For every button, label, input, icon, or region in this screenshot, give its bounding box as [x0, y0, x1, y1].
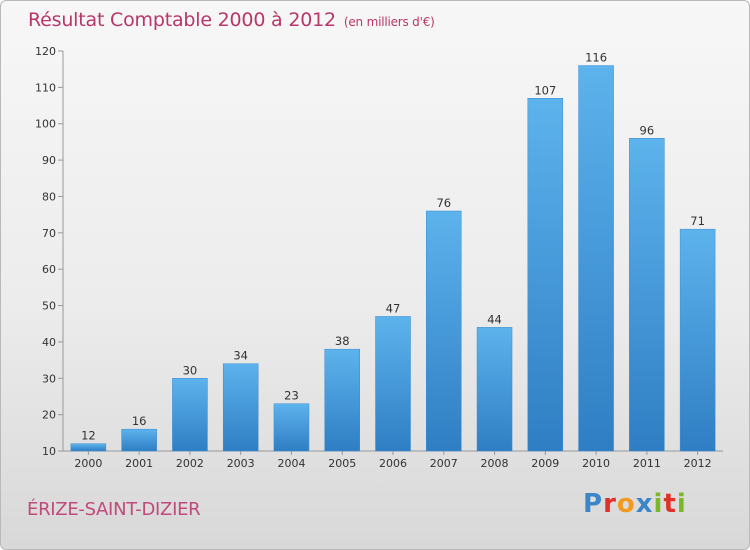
x-tick-label: 2000: [74, 457, 102, 470]
y-tick-label: 50: [42, 300, 56, 313]
y-tick-label: 40: [42, 336, 56, 349]
bar-value-label: 23: [284, 389, 299, 403]
bar: [426, 210, 462, 452]
logo-letter: P: [583, 489, 604, 519]
chart-bars: 12 16 30 34 23 38 47 76 44 107 116 96 71: [70, 51, 716, 452]
bar-value-label: 76: [436, 196, 451, 210]
x-tick-label: 2012: [684, 457, 712, 470]
bar: [476, 327, 513, 452]
logo-letter: i: [676, 489, 687, 519]
bar: [679, 228, 716, 452]
bar-value-label: 12: [81, 429, 96, 443]
x-tick-label: 2008: [481, 457, 509, 470]
chart-title: Résultat Comptable 2000 à 2012 (en millie…: [28, 9, 435, 31]
logo-letter: o: [616, 489, 636, 519]
bar: [578, 65, 614, 452]
bar-value-label: 107: [534, 83, 556, 97]
x-tick-label: 2011: [633, 457, 661, 470]
bar: [273, 403, 310, 452]
logo-letter: t: [663, 489, 677, 519]
x-tick-label: 2002: [176, 457, 204, 470]
x-tick-label: 2007: [430, 457, 458, 470]
bar-value-label: 96: [640, 123, 655, 137]
logo-letter: r: [603, 489, 617, 519]
bar-value-label: 16: [132, 414, 147, 428]
x-tick-label: 2009: [531, 457, 559, 470]
x-tick-label: 2003: [227, 457, 255, 470]
bar: [121, 428, 157, 452]
proxiti-logo[interactable]: Proxiti: [583, 489, 687, 519]
y-tick-label: 30: [42, 372, 56, 385]
y-tick-label: 70: [42, 227, 56, 240]
bar-value-label: 116: [585, 51, 607, 65]
x-tick-label: 2001: [125, 457, 153, 470]
y-tick-label: 100: [35, 118, 56, 131]
y-tick-label: 80: [42, 190, 56, 203]
y-tick-label: 110: [35, 81, 56, 94]
bar: [172, 378, 208, 452]
bar: [324, 348, 360, 452]
logo-letter: i: [653, 489, 664, 519]
y-tick-label: 10: [42, 445, 56, 458]
x-tick-label: 2010: [582, 457, 610, 470]
bar: [629, 138, 665, 452]
chart-subtitle: (en milliers d'€): [343, 15, 435, 29]
x-tick-label: 2005: [328, 457, 356, 470]
bar-value-label: 44: [487, 312, 502, 326]
x-tick-label: 2004: [277, 457, 305, 470]
bar: [527, 98, 564, 452]
y-tick-label: 120: [35, 45, 56, 58]
x-tick-label: 2006: [379, 457, 407, 470]
bar-value-label: 34: [233, 349, 248, 363]
place-name: ÉRIZE-SAINT-DIZIER: [27, 499, 201, 520]
logo-letter: x: [635, 489, 654, 519]
bar-value-label: 71: [690, 214, 705, 228]
y-tick-label: 60: [42, 263, 56, 276]
chart-title-text: Résultat Comptable 2000 à 2012: [28, 9, 336, 31]
y-tick-label: 90: [42, 154, 56, 167]
y-tick-label: 20: [42, 409, 56, 422]
bar-value-label: 38: [335, 334, 350, 348]
bar: [222, 363, 259, 452]
bar-value-label: 47: [386, 301, 401, 315]
bar: [375, 316, 411, 452]
bar-value-label: 30: [183, 363, 198, 377]
bar: [70, 443, 107, 452]
